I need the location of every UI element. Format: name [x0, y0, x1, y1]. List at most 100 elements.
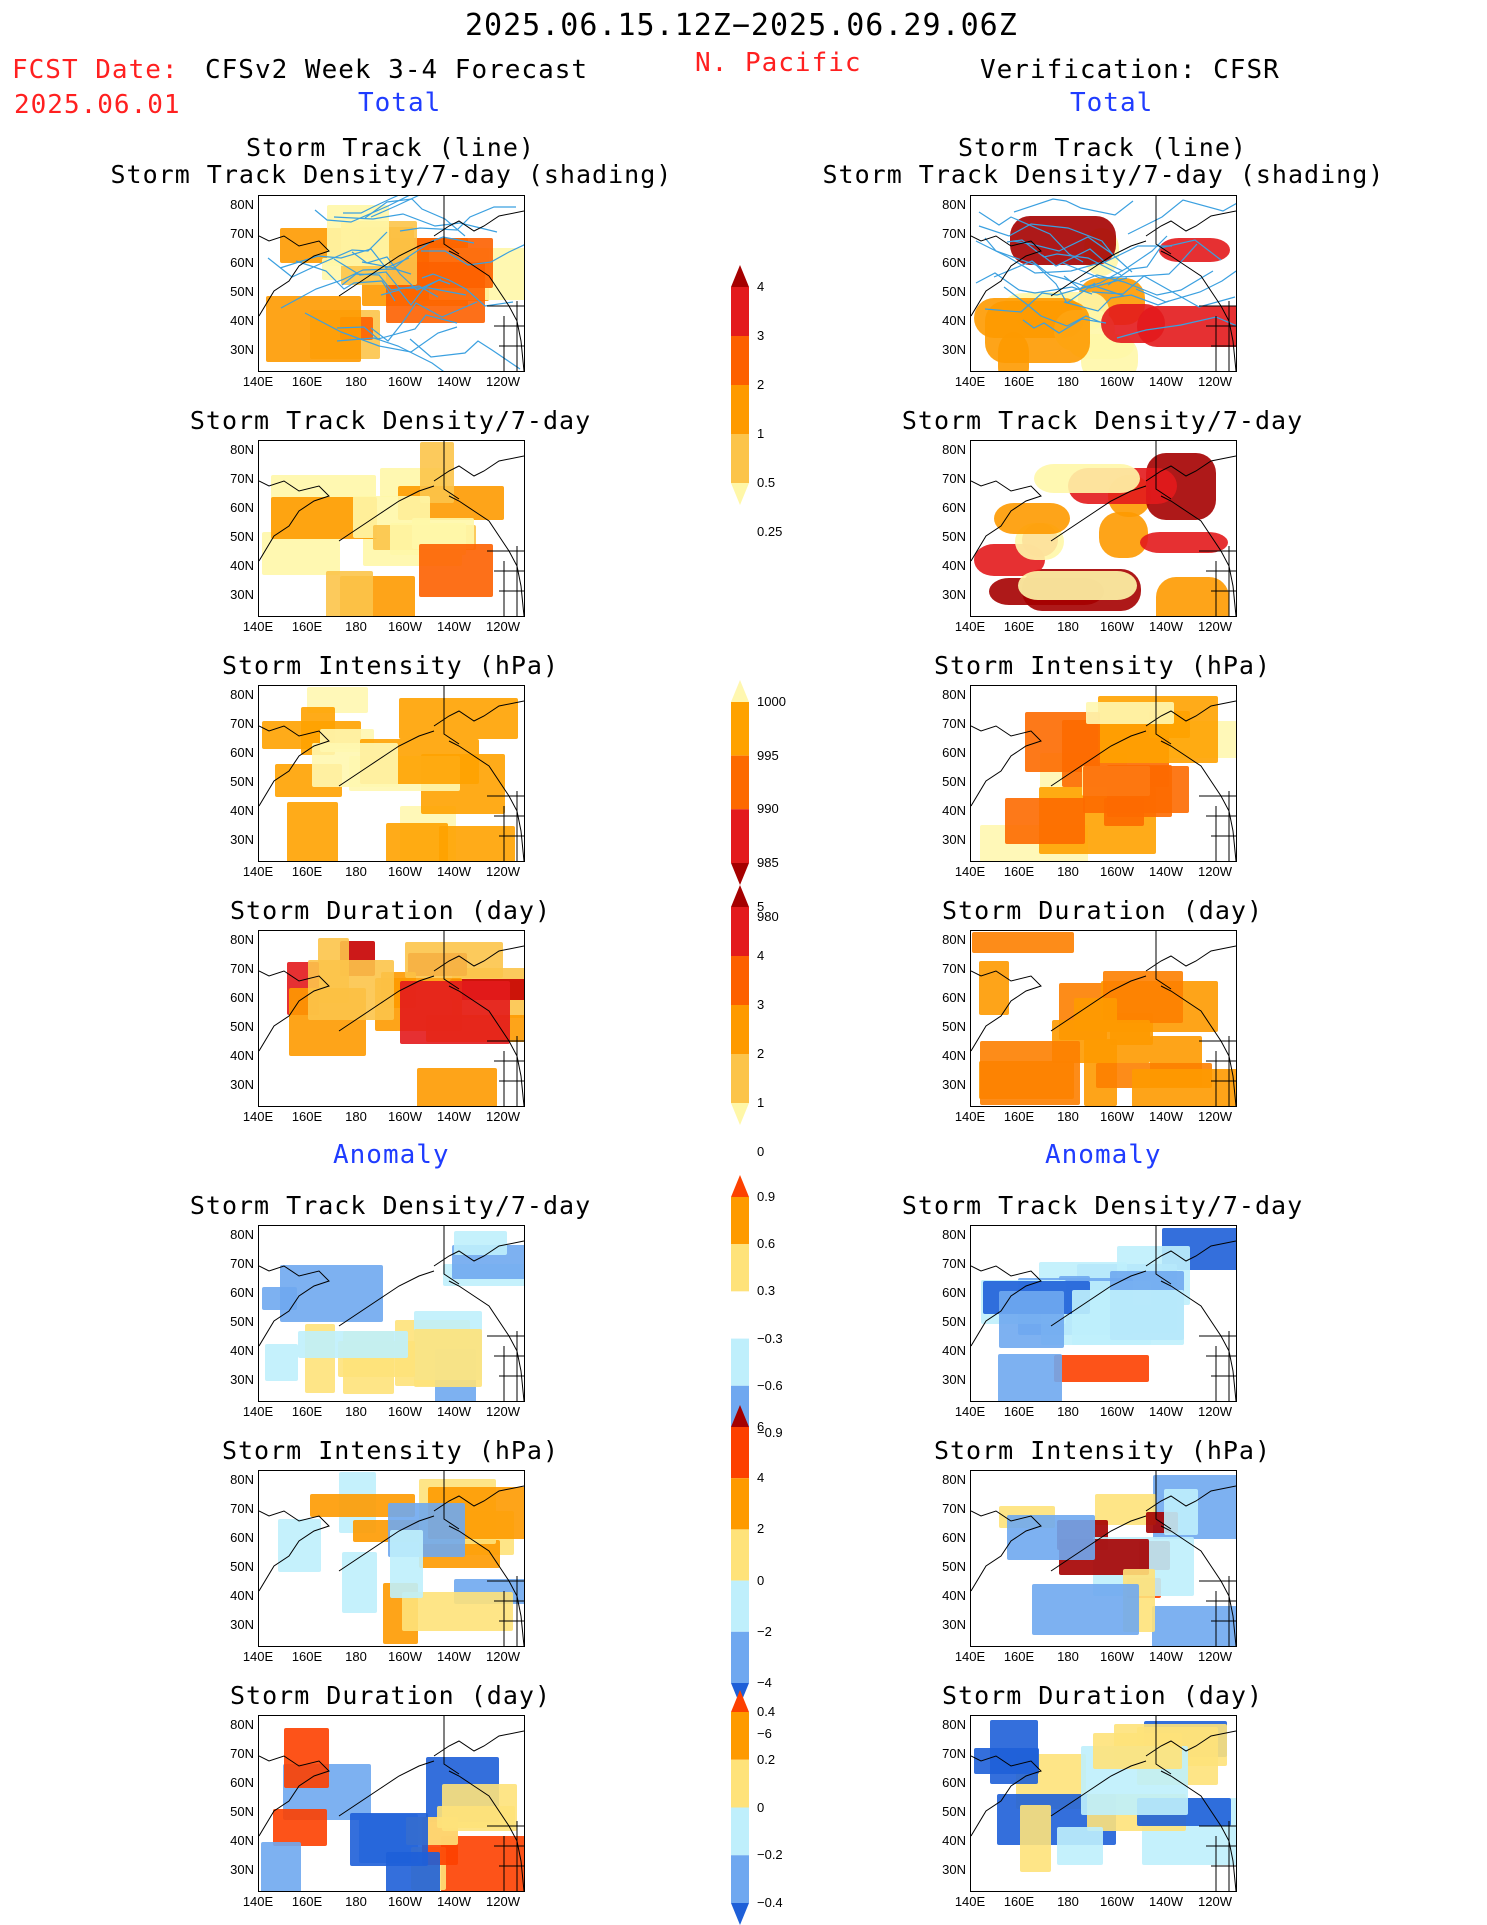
map-panel: [970, 1470, 1237, 1647]
coastline: [443, 196, 460, 255]
lat-tick-label: 80N: [230, 1717, 254, 1732]
lon-tick-label: 140W: [1149, 864, 1183, 879]
coastline: [433, 210, 524, 237]
shading-cell: [1140, 532, 1228, 553]
lat-tick-label: 40N: [230, 558, 254, 573]
fcst-date: 2025.06.01: [14, 90, 181, 120]
lat-tick-label: 40N: [942, 1048, 966, 1063]
lon-tick-label: 160W: [388, 1404, 422, 1419]
storm-track-line: [421, 273, 514, 307]
coastline: [971, 1755, 1042, 1837]
lon-tick-label: 120W: [486, 1404, 520, 1419]
fcst-label: FCST Date:: [12, 55, 179, 85]
lat-tick-label: 80N: [230, 197, 254, 212]
verification-title: Verification: CFSR: [980, 55, 1280, 85]
colorbar-label: 3: [757, 328, 765, 343]
lat-tick-label: 40N: [942, 558, 966, 573]
coastline: [1050, 1270, 1147, 1327]
colorbar-label: 985: [757, 855, 779, 870]
lat-tick-label: 30N: [942, 1862, 966, 1877]
shading-cell: [1005, 798, 1085, 844]
coastline: [443, 1716, 460, 1775]
shading-cell: [414, 1329, 482, 1387]
storm-track-line: [336, 337, 444, 371]
lat-tick-label: 30N: [230, 342, 254, 357]
lat-tick-label: 50N: [230, 774, 254, 789]
anomaly-label-right: Anomaly: [1045, 1140, 1162, 1170]
lon-tick-label: 160W: [388, 864, 422, 879]
lat-tick-label: 60N: [230, 255, 254, 270]
colorbar-segment: [731, 1427, 749, 1479]
storm-track-line: [1091, 275, 1236, 308]
lat-tick-label: 40N: [230, 313, 254, 328]
lon-tick-label: 160E: [1003, 1404, 1035, 1419]
shading-cell: [265, 1344, 298, 1381]
lat-tick-label: 60N: [230, 1775, 254, 1790]
shading-cell: [999, 1291, 1064, 1348]
coastline: [1050, 1515, 1147, 1572]
lon-tick-label: 140E: [954, 374, 986, 389]
lon-tick-label: 160W: [388, 1894, 422, 1909]
coastline: [338, 730, 435, 787]
lon-tick-label: 180: [1057, 1109, 1079, 1124]
colorbar-label: 0: [757, 1572, 765, 1588]
colorbar-label: 0.9: [757, 1189, 776, 1204]
lat-tick-label: 60N: [942, 745, 966, 760]
map-panel: [970, 930, 1237, 1107]
lon-tick-label: 120W: [1198, 1109, 1232, 1124]
lon-tick-label: 180: [1057, 374, 1079, 389]
lat-tick-label: 80N: [230, 1227, 254, 1242]
colorbar-arrow-bottom: [731, 863, 749, 885]
shading-cell: [399, 698, 518, 739]
lat-tick-label: 70N: [230, 961, 254, 976]
colorbar-label: 5: [757, 899, 765, 914]
lat-tick-label: 30N: [942, 1077, 966, 1092]
map-panel: [970, 195, 1237, 372]
lat-tick-label: 40N: [942, 1343, 966, 1358]
colorbar-segment: [731, 702, 749, 756]
lat-tick-label: 60N: [230, 500, 254, 515]
lon-tick-label: 180: [345, 864, 367, 879]
shading-cell: [972, 932, 1074, 953]
panel-title: Storm Track Density/7-day (shading): [822, 160, 1385, 189]
colorbar-duration_anom: [731, 1690, 749, 1925]
colorbar-label: −4: [757, 1675, 772, 1690]
lat-tick-label: 30N: [230, 1077, 254, 1092]
lat-tick-label: 80N: [942, 197, 966, 212]
map-panel: [258, 195, 525, 372]
coastline: [433, 1730, 524, 1757]
panel-title: Storm Track (line): [958, 133, 1247, 162]
shading-cell: [441, 1836, 524, 1891]
colorbar-label: 4: [757, 279, 765, 294]
lat-tick-label: 80N: [942, 687, 966, 702]
shading-cell: [1093, 1733, 1182, 1769]
lon-tick-label: 160E: [291, 1894, 323, 1909]
colorbar-intensity_anom: [731, 1405, 749, 1705]
colorbar-intensity_total: [731, 680, 749, 885]
colorbar-arrow-top: [731, 885, 749, 907]
panel-title: Storm Track Density/7-day: [189, 406, 592, 435]
shading-cell: [1101, 304, 1165, 343]
lat-tick-label: 30N: [942, 1372, 966, 1387]
lat-tick-label: 80N: [942, 1227, 966, 1242]
coastline: [338, 485, 435, 542]
storm-track-line: [993, 260, 1128, 289]
lon-tick-label: 120W: [1198, 1894, 1232, 1909]
lat-tick-label: 50N: [230, 1804, 254, 1819]
lat-tick-label: 30N: [942, 832, 966, 847]
shading-cell: [994, 503, 1070, 534]
lat-tick-label: 50N: [230, 284, 254, 299]
lat-tick-label: 80N: [942, 1717, 966, 1732]
shading-cell: [386, 823, 448, 861]
shading-cell: [980, 1041, 1080, 1105]
colorbar-segment: [731, 1759, 749, 1808]
coastline: [971, 1510, 1042, 1592]
colorbar-arrow-top: [731, 265, 749, 287]
lat-tick-label: 40N: [230, 803, 254, 818]
lon-tick-label: 160W: [1100, 864, 1134, 879]
lat-tick-label: 30N: [230, 1617, 254, 1632]
lat-tick-label: 70N: [942, 1746, 966, 1761]
lon-tick-label: 140W: [437, 619, 471, 634]
coastline: [1199, 301, 1236, 371]
coastline: [1155, 686, 1172, 745]
